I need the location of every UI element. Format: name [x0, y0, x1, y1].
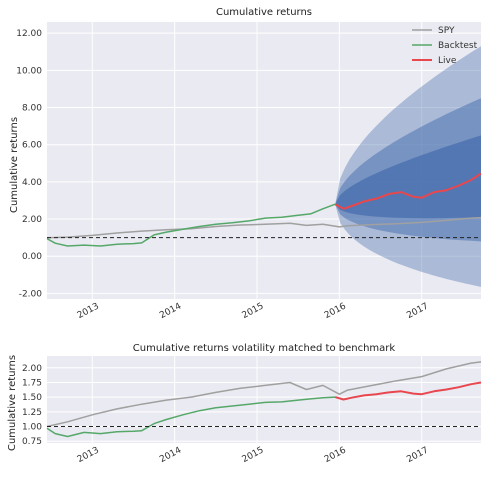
series-line-spy [46, 216, 482, 239]
legend: SPY Backtest Live [412, 26, 478, 66]
x-tick-label: 2015 [241, 301, 266, 321]
x-tick-label: 2014 [158, 301, 183, 321]
y-tick-label: 1.25 [22, 408, 42, 418]
y-tick-label: 1.00 [22, 423, 42, 433]
y-tick-labels: -2.00 0.00 2.00 4.00 6.00 8.00 10.00 12.00 [16, 29, 42, 299]
y-tick-label: 8.00 [22, 104, 42, 114]
y-tick-label: 2.00 [22, 215, 42, 225]
legend-label-live: Live [438, 56, 457, 66]
series-line-live [334, 381, 482, 401]
series-lines [46, 172, 482, 247]
y-tick-label: -2.00 [19, 289, 43, 299]
y-tick-label: 0.00 [22, 252, 42, 262]
cumulative-returns-chart: Cumulative returns Cumulative returns -2… [9, 7, 482, 321]
series-line-spy [46, 361, 482, 428]
y-tick-label: 12.00 [16, 29, 42, 39]
plot-area [47, 356, 481, 443]
x-tick-label: 2013 [76, 301, 101, 321]
y-tick-label: 4.00 [22, 178, 42, 188]
x-tick-label: 2016 [323, 445, 348, 465]
y-tick-label: 10.00 [16, 66, 42, 76]
x-tick-label: 2017 [405, 445, 430, 465]
series-line-backtest [46, 203, 336, 247]
cone-band-1 [335, 135, 481, 219]
x-tick-label: 2015 [241, 445, 266, 465]
y-tick-labels: 0.75 1.00 1.25 1.50 1.75 2.00 [22, 364, 42, 447]
y-axis-label: Cumulative returns [9, 117, 20, 213]
chart-title: Cumulative returns volatility matched to… [133, 343, 396, 354]
y-tick-label: 1.75 [22, 378, 42, 388]
volatility-matched-chart: Cumulative returns volatility matched to… [7, 343, 482, 465]
x-tick-label: 2014 [158, 445, 183, 465]
y-tick-label: 6.00 [22, 141, 42, 151]
y-tick-label: 2.00 [22, 364, 42, 374]
y-tick-label: 1.50 [22, 393, 42, 403]
cone-bands [335, 46, 481, 287]
y-axis-label: Cumulative returns [7, 355, 18, 451]
legend-label-spy: SPY [438, 26, 455, 36]
x-tick-labels: 2013 2014 2015 2016 2017 [76, 301, 430, 321]
x-tick-label: 2013 [76, 445, 101, 465]
x-tick-labels: 2013 2014 2015 2016 2017 [76, 445, 430, 465]
legend-label-backtest: Backtest [438, 41, 478, 51]
series-line-backtest [46, 396, 336, 438]
x-tick-label: 2016 [323, 301, 348, 321]
chart-title: Cumulative returns [216, 7, 312, 18]
x-tick-label: 2017 [405, 301, 430, 321]
series-lines [46, 361, 482, 438]
y-tick-label: 0.75 [22, 437, 42, 447]
series-line-live [334, 172, 482, 210]
